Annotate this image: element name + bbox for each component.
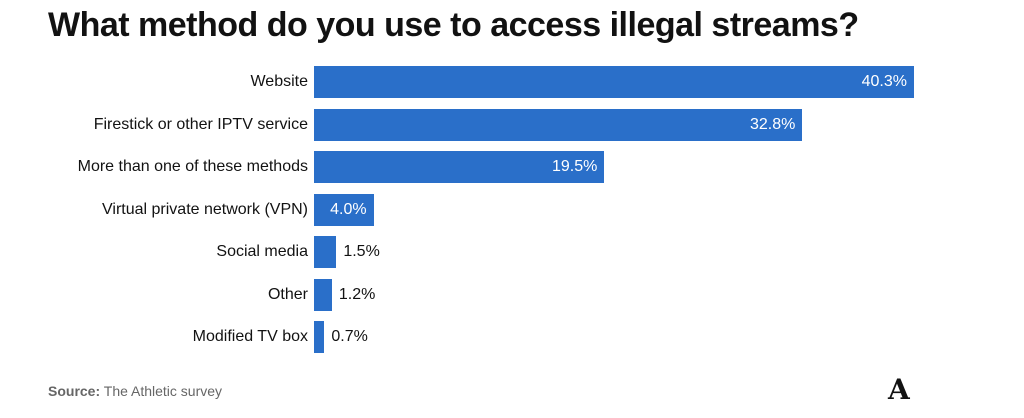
bar [314,321,325,353]
value-label: 40.3% [861,73,907,90]
category-label: More than one of these methods [77,158,308,175]
source-note: Source: The Athletic survey [48,383,222,399]
value-label: 1.5% [343,243,380,260]
bar [314,108,803,141]
value-label: 32.8% [749,115,796,133]
category-label: Virtual private network (VPN) [102,200,308,218]
value-label: 0.7% [331,328,368,345]
chart-title: What method do you use to access illegal… [48,6,859,44]
source-text: The Athletic survey [100,383,223,399]
bar [314,193,374,226]
value-label: 1.2% [338,285,376,303]
value-label: 19.5% [551,158,598,175]
bar [314,66,914,98]
bar [314,236,337,268]
category-label: Firestick or other IPTV service [93,115,308,133]
category-label: Modified TV box [192,328,308,345]
category-label: Website [250,73,308,90]
category-label: Other [267,285,308,303]
category-label: Social media [216,243,308,260]
value-label: 4.0% [330,200,367,218]
bar [314,151,605,183]
athletic-logo: A [888,373,910,406]
bar [314,278,332,311]
source-label: Source: [48,383,101,399]
